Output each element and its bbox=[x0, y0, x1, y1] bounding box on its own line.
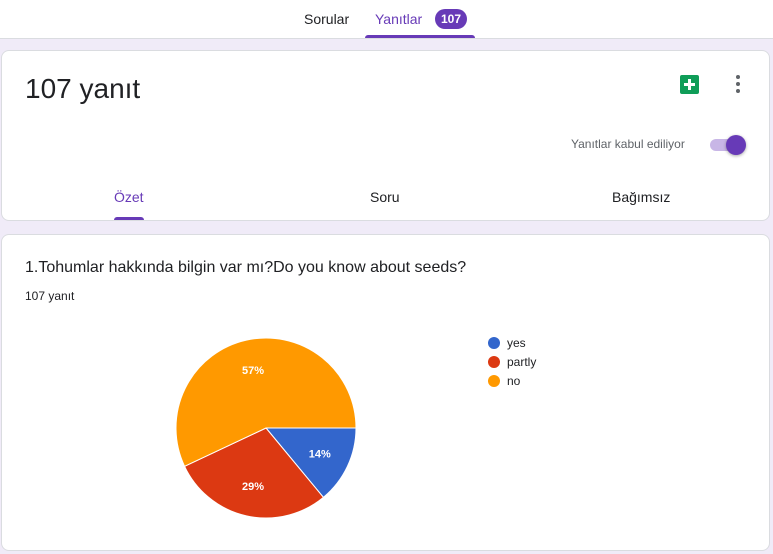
pie-slice-no[interactable] bbox=[175, 337, 357, 467]
toggle-thumb bbox=[726, 135, 746, 155]
active-tab-indicator bbox=[365, 35, 475, 38]
pie-label-no: 57% bbox=[242, 365, 264, 377]
more-vert-icon[interactable] bbox=[728, 73, 748, 95]
legend-swatch bbox=[488, 375, 500, 387]
spreadsheet-icon[interactable] bbox=[680, 75, 699, 94]
legend-label: no bbox=[507, 374, 521, 388]
tab-question[interactable]: Soru bbox=[370, 189, 400, 205]
question-title: 1.Tohumlar hakkında bilgin var mı?Do you… bbox=[25, 259, 467, 276]
question-card: 1.Tohumlar hakkında bilgin var mı?Do you… bbox=[1, 234, 770, 551]
responses-summary-card: 107 yanıt Yanıtlar kabul ediliyor Özet S… bbox=[1, 50, 770, 221]
accepting-responses-toggle[interactable] bbox=[708, 135, 748, 155]
pie-chart: 14% 29% 57% bbox=[175, 337, 357, 519]
summary-tab-indicator bbox=[114, 217, 144, 220]
legend-swatch bbox=[488, 337, 500, 349]
top-tab-bar: Sorular Yanıtlar 107 bbox=[0, 0, 773, 39]
pie-slice-yes[interactable] bbox=[264, 427, 357, 499]
question-response-count: 107 yanıt bbox=[25, 289, 75, 303]
tab-responses-label: Yanıtlar bbox=[375, 11, 423, 27]
legend-label: yes bbox=[507, 336, 526, 350]
responses-title: 107 yanıt bbox=[25, 73, 141, 104]
pie-label-yes: 14% bbox=[309, 448, 331, 460]
tab-questions[interactable]: Sorular bbox=[304, 0, 349, 38]
legend-swatch bbox=[488, 356, 500, 368]
accepting-responses-label: Yanıtlar kabul ediliyor bbox=[571, 137, 685, 151]
responses-count-badge: 107 bbox=[435, 9, 468, 29]
tab-questions-label: Sorular bbox=[304, 11, 350, 27]
tab-responses[interactable]: Yanıtlar 107 bbox=[365, 0, 475, 38]
tab-summary[interactable]: Özet bbox=[114, 189, 144, 205]
tab-individual[interactable]: Bağımsız bbox=[612, 189, 671, 205]
legend-label: partly bbox=[507, 355, 537, 369]
pie-label-partly: 29% bbox=[242, 481, 264, 493]
